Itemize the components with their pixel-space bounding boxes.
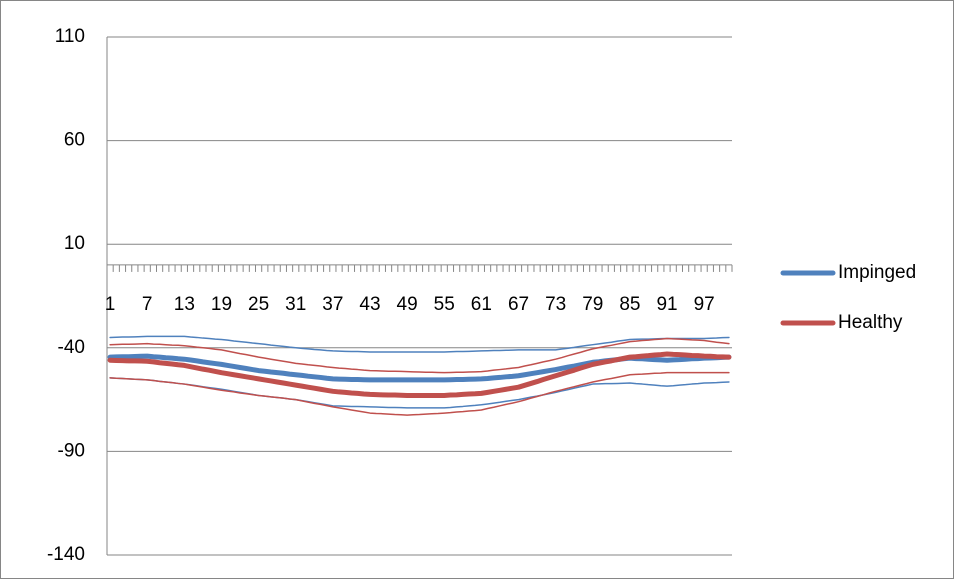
lines	[107, 335, 732, 416]
series-line	[109, 337, 730, 374]
x-tick-label: 97	[694, 294, 715, 315]
y-tick-label: 10	[64, 233, 85, 254]
x-tick-label: 91	[656, 294, 677, 315]
x-tick-label: 79	[582, 294, 603, 315]
x-tick-label: 7	[142, 294, 153, 315]
y-tick-label: -40	[58, 337, 85, 358]
x-tick-label: 67	[508, 294, 529, 315]
legend-label: Impinged	[838, 262, 916, 283]
x-tick-label: 49	[397, 294, 418, 315]
x-tick-label: 31	[285, 294, 306, 315]
series-line	[109, 371, 730, 416]
x-tick-label: 19	[211, 294, 232, 315]
x-tick-label: 73	[545, 294, 566, 315]
y-tick-label: -140	[47, 544, 85, 565]
x-tick-label: 1	[105, 294, 116, 315]
x-tick-label: 61	[471, 294, 492, 315]
x-tick-label: 43	[359, 294, 380, 315]
x-tick-label: 25	[248, 294, 269, 315]
grid	[107, 36, 732, 556]
y-tick-label: -90	[58, 440, 85, 461]
x-tick-label: 55	[434, 294, 455, 315]
y-tick-label: 110	[55, 26, 85, 47]
series-line	[107, 351, 732, 398]
y-tick-label: 60	[64, 130, 85, 151]
x-tick-label: 37	[322, 294, 343, 315]
x-tick-label: 13	[174, 294, 195, 315]
axes: -140 -90 -40 10 60 110 1 7 13 19 25 31 37 43 49 55 61 67 7…	[47, 26, 733, 565]
legend: Impinged Healthy	[780, 262, 916, 333]
x-tick-label: 85	[619, 294, 640, 315]
legend-label: Healthy	[838, 312, 903, 333]
series-line	[109, 335, 730, 353]
